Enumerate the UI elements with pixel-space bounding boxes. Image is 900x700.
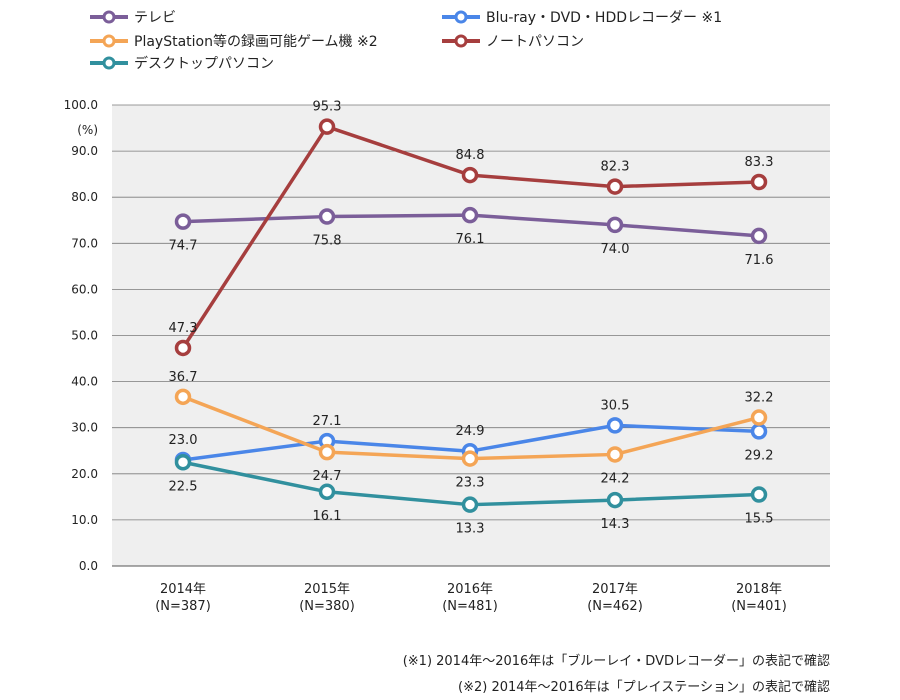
data-point-tv: [606, 216, 624, 234]
data-label-tv: 74.0: [601, 242, 630, 257]
data-label-desktop: 22.5: [169, 479, 198, 494]
data-point-tv: [750, 227, 768, 245]
data-point-laptop: [174, 339, 192, 357]
legend-marker-game: [90, 34, 128, 48]
legend-label-game: PlayStation等の録画可能ゲーム機 ※2: [134, 34, 378, 50]
legend-marker-desktop: [90, 56, 128, 70]
data-point-recorder: [750, 423, 768, 440]
x-tick-label-year: 2018年: [736, 582, 782, 597]
data-label-desktop: 15.5: [745, 512, 774, 527]
data-point-game: [318, 443, 336, 461]
y-tick-label: 60.0: [71, 282, 98, 296]
data-label-game: 24.7: [313, 469, 342, 484]
data-label-tv: 71.6: [745, 253, 774, 268]
data-label-recorder: 30.5: [601, 398, 630, 413]
data-label-laptop: 83.3: [745, 155, 774, 170]
data-point-laptop: [461, 166, 479, 184]
data-point-game: [174, 388, 192, 406]
legend-item-game[interactable]: PlayStation等の録画可能ゲーム機 ※2: [88, 31, 378, 51]
data-point-recorder: [606, 417, 624, 434]
data-label-laptop: 84.8: [456, 148, 485, 163]
data-point-desktop: [461, 496, 479, 513]
data-point-laptop: [318, 118, 336, 135]
data-point-tv: [461, 206, 479, 224]
data-label-recorder: 23.0: [169, 433, 198, 448]
y-tick-label: 80.0: [71, 190, 98, 204]
data-point-laptop: [606, 178, 624, 195]
data-point-tv: [318, 208, 336, 225]
legend-label-tv: テレビ: [134, 10, 176, 26]
y-unit-label: (%): [77, 123, 98, 137]
data-label-recorder: 27.1: [313, 414, 342, 429]
data-label-desktop: 14.3: [601, 517, 630, 532]
data-label-recorder: 24.9: [456, 424, 485, 439]
data-point-game: [606, 446, 624, 463]
y-tick-label: 70.0: [71, 236, 98, 250]
x-tick-label-year: 2015年: [304, 582, 350, 597]
legend-item-tv[interactable]: テレビ: [88, 7, 176, 27]
line-chart: 0.0 10.0 20.0 30.0 40.0 50.0 60.0 70.0 80.0 90.0 1…: [64, 98, 830, 614]
y-tick-label: 20.0: [71, 467, 98, 481]
data-point-desktop: [318, 483, 336, 501]
legend-label-desktop: デスクトップパソコン: [134, 56, 274, 72]
y-tick-label: 30.0: [71, 421, 98, 435]
y-tick-label: 100.0: [64, 98, 98, 112]
data-point-tv: [174, 213, 192, 230]
data-label-laptop: 82.3: [601, 160, 630, 175]
data-label-game: 32.2: [745, 391, 774, 406]
x-tick-label-n: (N=387): [155, 599, 211, 614]
y-tick-label: 10.0: [71, 513, 98, 527]
data-point-game: [461, 450, 479, 467]
data-point-desktop: [174, 454, 192, 471]
data-label-laptop: 95.3: [313, 100, 342, 115]
x-tick-label-year: 2016年: [447, 582, 493, 597]
data-label-desktop: 16.1: [313, 509, 342, 524]
data-label-game: 24.2: [601, 471, 630, 486]
y-tick-label: 90.0: [71, 144, 98, 158]
data-label-tv: 74.7: [169, 239, 198, 254]
x-tick-label-n: (N=380): [299, 599, 355, 614]
y-tick-label: 0.0: [79, 559, 98, 573]
data-label-tv: 75.8: [313, 234, 342, 249]
x-tick-label-year: 2014年: [160, 582, 206, 597]
data-point-desktop: [606, 491, 624, 509]
data-label-desktop: 13.3: [456, 522, 485, 537]
legend-marker-recorder: [442, 10, 480, 24]
x-tick-label-n: (N=462): [587, 599, 643, 614]
legend-item-desktop[interactable]: デスクトップパソコン: [88, 53, 274, 73]
legend: テレビ Blu-ray・DVD・HDDレコーダー ※1 PlayStation等…: [0, 0, 900, 80]
data-label-laptop: 47.3: [169, 321, 198, 336]
data-label-game: 23.3: [456, 476, 485, 491]
x-tick-label-n: (N=481): [442, 599, 498, 614]
data-label-tv: 76.1: [456, 232, 485, 247]
legend-item-laptop[interactable]: ノートパソコン: [440, 31, 584, 51]
y-tick-label: 50.0: [71, 329, 98, 343]
legend-label-laptop: ノートパソコン: [486, 34, 584, 50]
data-point-game: [750, 409, 768, 426]
data-point-desktop: [750, 486, 768, 503]
x-tick-label-n: (N=401): [731, 599, 787, 614]
data-label-recorder: 29.2: [745, 448, 774, 463]
legend-item-recorder[interactable]: Blu-ray・DVD・HDDレコーダー ※1: [440, 7, 722, 27]
y-tick-label: 40.0: [71, 375, 98, 389]
x-tick-label-year: 2017年: [592, 582, 638, 597]
footnote-1: (※1) 2014年～2016年は「ブルーレイ・DVDレコーダー」の表記で確認: [402, 654, 830, 669]
legend-label-recorder: Blu-ray・DVD・HDDレコーダー ※1: [486, 10, 723, 26]
legend-marker-tv: [90, 10, 128, 24]
data-label-game: 36.7: [169, 370, 198, 385]
data-point-laptop: [750, 173, 768, 191]
legend-marker-laptop: [442, 34, 480, 48]
footnote-2: (※2) 2014年～2016年は「プレイステーション」の表記で確認: [458, 680, 830, 695]
